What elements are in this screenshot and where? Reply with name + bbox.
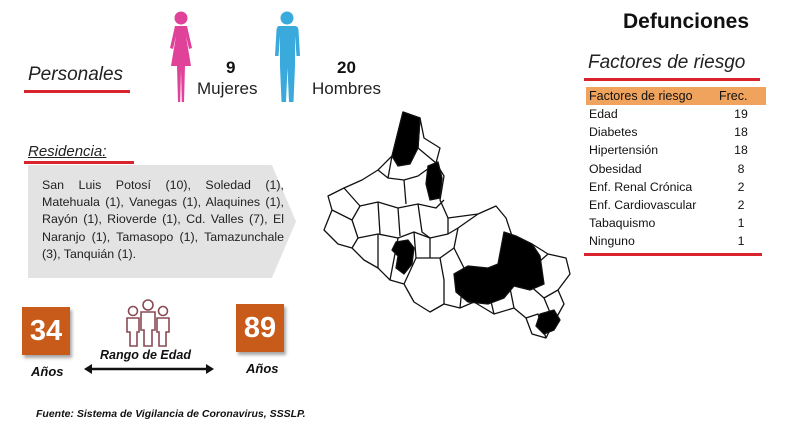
personales-label: Personales bbox=[28, 64, 124, 85]
freq-cell: 2 bbox=[737, 179, 745, 194]
table-row: Diabetes 18 bbox=[586, 123, 766, 141]
risk-factors-table: Factores de riesgo Frec. Edad 19 Diabetes… bbox=[586, 87, 766, 251]
table-row: Obesidad 8 bbox=[586, 160, 766, 178]
age-min-box: 34 bbox=[22, 307, 70, 355]
factor-cell: Enf. Cardiovascular bbox=[589, 198, 697, 213]
residencia-text: San Luis Potosí (10), Soledad (1), Mateh… bbox=[42, 178, 284, 261]
freq-cell: 2 bbox=[737, 198, 745, 213]
age-max-box: 89 bbox=[236, 304, 284, 352]
table-row: Ninguno 1 bbox=[586, 232, 766, 250]
hombres-label: Hombres bbox=[312, 79, 381, 98]
source-note: Fuente: Sistema de Vigilancia de Coronav… bbox=[36, 408, 306, 420]
page-title: Defunciones bbox=[623, 10, 750, 33]
column-header-factor: Factores de riesgo bbox=[586, 87, 716, 105]
factores-title: Factores de riesgo bbox=[588, 52, 746, 73]
table-row: Tabaquismo 1 bbox=[586, 214, 766, 232]
table-row: Enf. Cardiovascular 2 bbox=[586, 196, 766, 214]
personales-underline bbox=[24, 90, 130, 93]
factor-cell: Hipertensión bbox=[589, 143, 659, 158]
factor-cell: Enf. Renal Crónica bbox=[589, 179, 693, 194]
table-row: Hipertensión 18 bbox=[586, 141, 766, 159]
table-row: Edad 19 bbox=[586, 105, 766, 123]
female-figure-icon bbox=[170, 11, 192, 102]
residencia-underline bbox=[24, 161, 134, 164]
column-header-freq: Frec. bbox=[716, 87, 766, 105]
mujeres-count: 9 bbox=[226, 58, 236, 77]
freq-cell: 18 bbox=[734, 125, 748, 140]
people-group-icon bbox=[126, 299, 170, 347]
residencia-label: Residencia: bbox=[28, 143, 107, 160]
age-range-arrow bbox=[84, 364, 214, 374]
male-figure-icon bbox=[275, 11, 300, 102]
residencia-box bbox=[28, 165, 296, 278]
age-max-unit: Años bbox=[246, 361, 279, 376]
age-range-label: Rango de Edad bbox=[100, 348, 191, 362]
table-row: Enf. Renal Crónica 2 bbox=[586, 178, 766, 196]
freq-cell: 1 bbox=[737, 234, 745, 249]
factores-underline bbox=[584, 78, 760, 81]
hombres-count: 20 bbox=[337, 58, 356, 77]
freq-cell: 18 bbox=[734, 143, 748, 158]
factor-cell: Diabetes bbox=[589, 125, 638, 140]
municipality-map bbox=[323, 111, 571, 339]
mujeres-label: Mujeres bbox=[197, 79, 258, 98]
freq-cell: 1 bbox=[737, 216, 745, 231]
factor-cell: Tabaquismo bbox=[589, 216, 656, 231]
factor-cell: Obesidad bbox=[589, 161, 642, 176]
factor-cell: Edad bbox=[589, 107, 618, 122]
age-min-unit: Años bbox=[31, 364, 64, 379]
freq-cell: 8 bbox=[737, 161, 745, 176]
table-bottom-line bbox=[584, 253, 762, 256]
factor-cell: Ninguno bbox=[589, 234, 635, 249]
table-header-row: Factores de riesgo Frec. bbox=[586, 87, 766, 105]
freq-cell: 19 bbox=[734, 107, 748, 122]
